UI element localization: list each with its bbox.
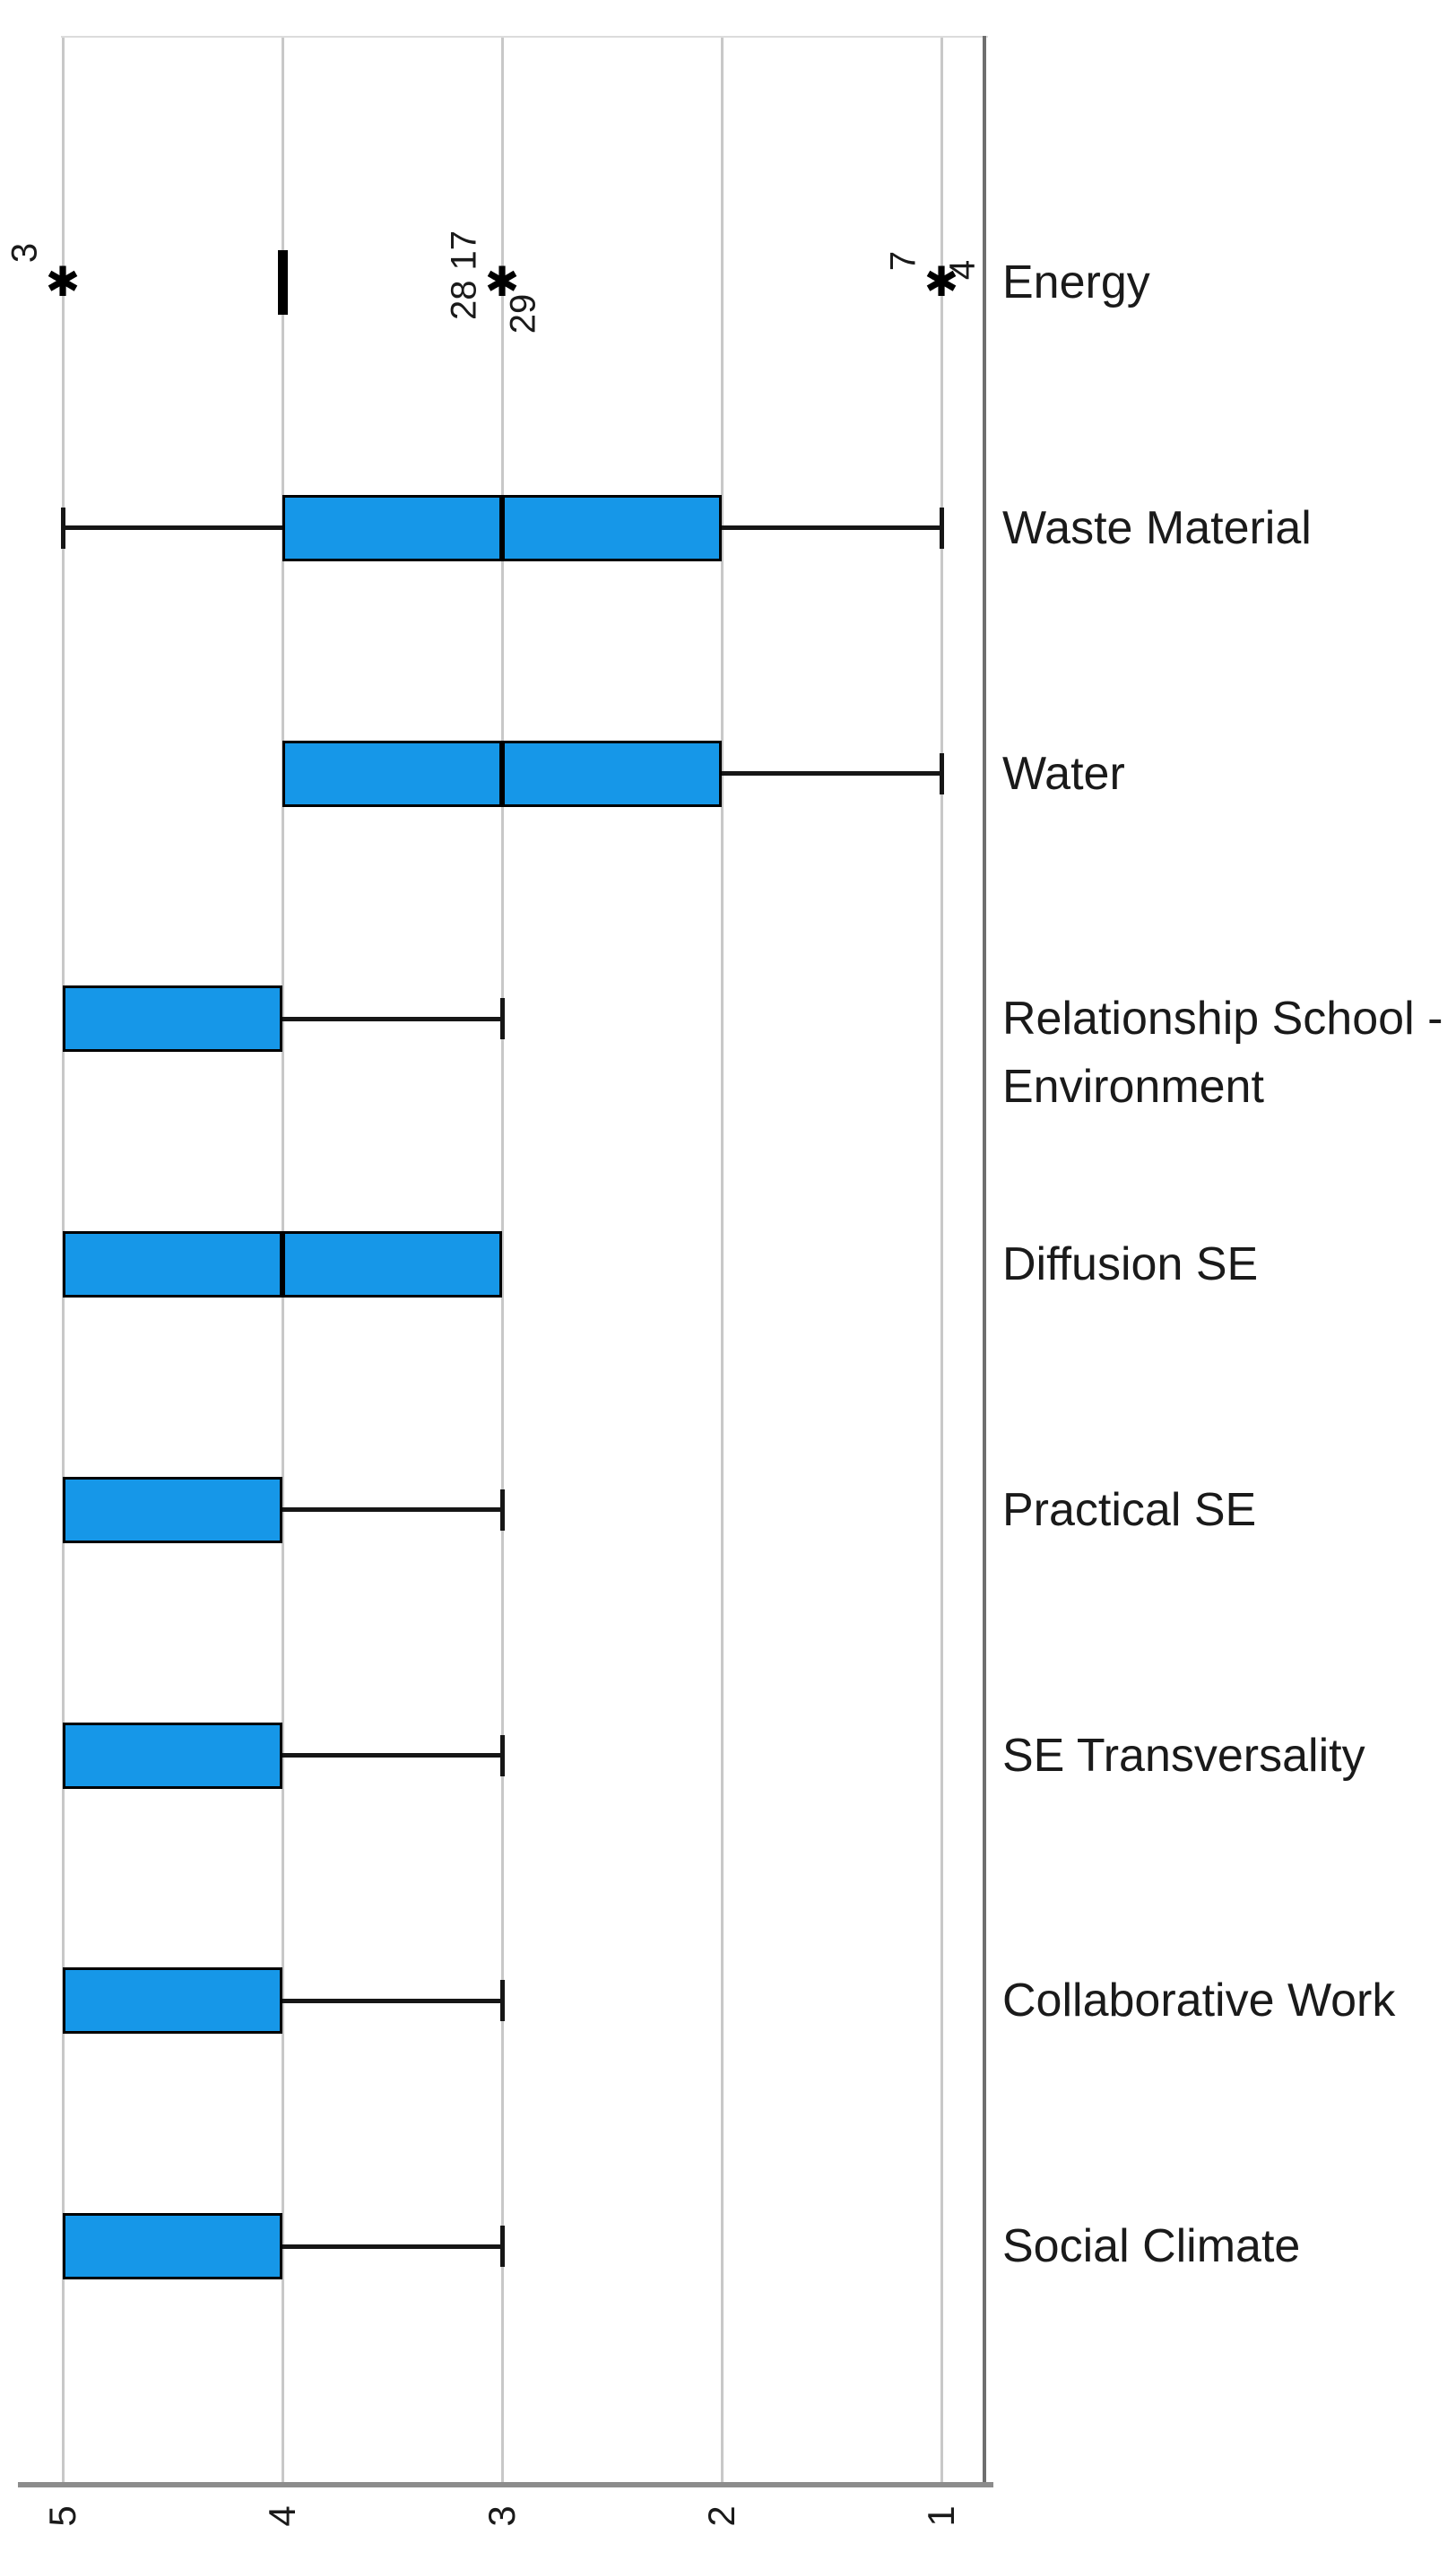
whisker-line — [282, 2244, 502, 2249]
gridline — [721, 36, 724, 2484]
axis-tick-label: 4 — [261, 2505, 303, 2527]
outlier-case-label: 29 — [503, 293, 543, 334]
whisker-cap — [500, 2226, 505, 2267]
category-label: Relationship School - — [1002, 993, 1443, 1046]
whisker-cap — [500, 1980, 505, 2022]
whisker-cap — [500, 1489, 505, 1531]
whisker-cap — [500, 1734, 505, 1776]
whisker-line — [722, 525, 941, 531]
category-label: Environment — [1002, 1061, 1264, 1114]
category-label: Collaborative Work — [1002, 1975, 1396, 2027]
axis-tick-label: 2 — [700, 2505, 742, 2527]
axis-tick-label: 1 — [920, 2505, 962, 2527]
category-axis-line — [983, 36, 986, 2487]
boxplot-box — [63, 1722, 282, 1789]
whisker-line — [63, 525, 282, 531]
outlier-case-label: 28 17 — [444, 230, 484, 321]
median-line — [499, 494, 505, 561]
category-label: Energy — [1002, 256, 1150, 308]
plot-frame-top — [61, 36, 988, 38]
category-label: Diffusion SE — [1002, 1238, 1259, 1290]
whisker-cap — [61, 507, 65, 549]
outlier-star-icon: ✱ — [45, 258, 81, 306]
outlier-case-label: 4 — [942, 259, 983, 281]
median-only-bar — [277, 250, 288, 315]
gridline — [501, 36, 504, 2484]
outlier-case-label: 7 — [883, 250, 923, 272]
whisker-cap — [940, 752, 944, 794]
whisker-line — [282, 1507, 502, 1513]
gridline — [940, 36, 943, 2484]
axis-tick-label: 5 — [41, 2505, 83, 2527]
median-line — [499, 740, 505, 807]
category-label: SE Transversality — [1002, 1729, 1365, 1782]
whisker-line — [282, 1753, 502, 1758]
category-label: Waste Material — [1002, 501, 1312, 554]
boxplot-box — [63, 985, 282, 1053]
median-line — [280, 1231, 285, 1298]
axis-tick-label: 3 — [481, 2505, 523, 2527]
whisker-cap — [500, 998, 505, 1040]
whisker-cap — [940, 507, 944, 549]
boxplot-box — [63, 1967, 282, 2035]
category-label: Social Climate — [1002, 2220, 1301, 2272]
whisker-line — [722, 771, 941, 776]
whisker-line — [282, 1016, 502, 1021]
category-label: Water — [1002, 747, 1125, 800]
value-axis-line — [18, 2482, 993, 2487]
whisker-line — [282, 1998, 502, 2003]
outlier-star-icon: ✱ — [923, 258, 959, 306]
category-label: Practical SE — [1002, 1483, 1257, 1536]
outlier-star-icon: ✱ — [484, 258, 520, 306]
boxplot-box — [63, 2213, 282, 2279]
outlier-case-label: 3 — [4, 242, 45, 264]
boxplot-box — [63, 1476, 282, 1543]
